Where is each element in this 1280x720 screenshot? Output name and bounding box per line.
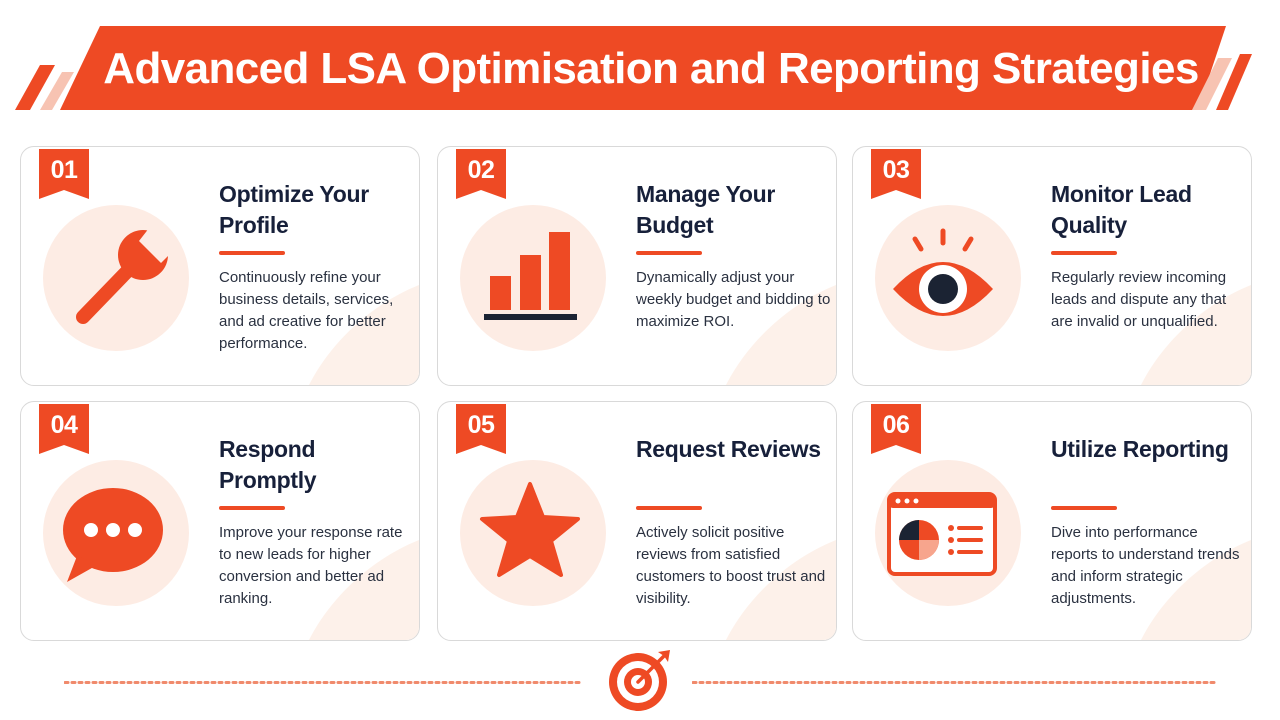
card-number-badge: 05 xyxy=(456,404,506,454)
bar-chart-icon xyxy=(460,205,606,351)
title-underline xyxy=(1051,506,1117,510)
eye-icon xyxy=(875,205,1021,351)
card-monitor-lead-quality: 03 Monitor Lead Quality Regularly review… xyxy=(852,146,1252,386)
card-swoosh-decoration xyxy=(726,285,836,385)
footer-dotted-line-left xyxy=(64,681,584,684)
card-swoosh-decoration xyxy=(309,540,419,640)
title-underline xyxy=(1051,251,1117,255)
card-utilize-reporting: 06 Utilize Reporting Dive into performan… xyxy=(852,401,1252,641)
card-description: Continuously refine your business detail… xyxy=(219,269,394,352)
star-icon xyxy=(460,460,606,606)
card-title: Respond Promptly xyxy=(219,436,317,493)
card-title: Request Reviews xyxy=(636,436,821,462)
footer-dotted-line-right xyxy=(692,681,1216,684)
card-manage-budget: 02 Manage Your Budget Dynamically adjust… xyxy=(437,146,837,386)
card-description: Regularly review incoming leads and disp… xyxy=(1051,269,1227,330)
card-swoosh-decoration xyxy=(309,285,419,385)
card-optimize-profile: 01 Optimize Your Profile Continuously re… xyxy=(20,146,420,386)
card-number-badge: 04 xyxy=(39,404,89,454)
page-title: Advanced LSA Optimisation and Reporting … xyxy=(103,44,1199,93)
banner-shape xyxy=(15,26,1252,110)
chat-bubble-icon xyxy=(43,460,189,606)
card-swoosh-decoration xyxy=(1141,540,1251,640)
title-underline xyxy=(636,251,702,255)
card-request-reviews: 05 Request Reviews Actively solicit posi… xyxy=(437,401,837,641)
card-title: Optimize Your Profile xyxy=(219,181,369,238)
card-respond-promptly: 04 Respond Promptly Improve your respons… xyxy=(20,401,420,641)
card-description: Actively solicit positive reviews from s… xyxy=(636,524,826,607)
title-underline xyxy=(219,506,285,510)
card-title: Manage Your Budget xyxy=(636,181,775,238)
card-description: Improve your response rate to new leads … xyxy=(219,524,403,607)
card-title: Monitor Lead Quality xyxy=(1051,181,1192,238)
title-banner: Advanced LSA Optimisation and Reporting … xyxy=(0,0,1280,120)
title-underline xyxy=(219,251,285,255)
wrench-icon xyxy=(43,205,189,351)
card-number-badge: 06 xyxy=(871,404,921,454)
target-icon xyxy=(609,650,670,711)
card-description: Dynamically adjust your weekly budget an… xyxy=(636,269,831,330)
report-dashboard-icon xyxy=(875,460,1021,606)
card-number-badge: 03 xyxy=(871,149,921,199)
title-underline xyxy=(636,506,702,510)
card-number-badge: 01 xyxy=(39,149,89,199)
card-description: Dive into performance reports to underst… xyxy=(1051,524,1240,607)
card-swoosh-decoration xyxy=(726,540,836,640)
card-number-badge: 02 xyxy=(456,149,506,199)
card-title: Utilize Reporting xyxy=(1051,436,1229,462)
card-swoosh-decoration xyxy=(1141,285,1251,385)
